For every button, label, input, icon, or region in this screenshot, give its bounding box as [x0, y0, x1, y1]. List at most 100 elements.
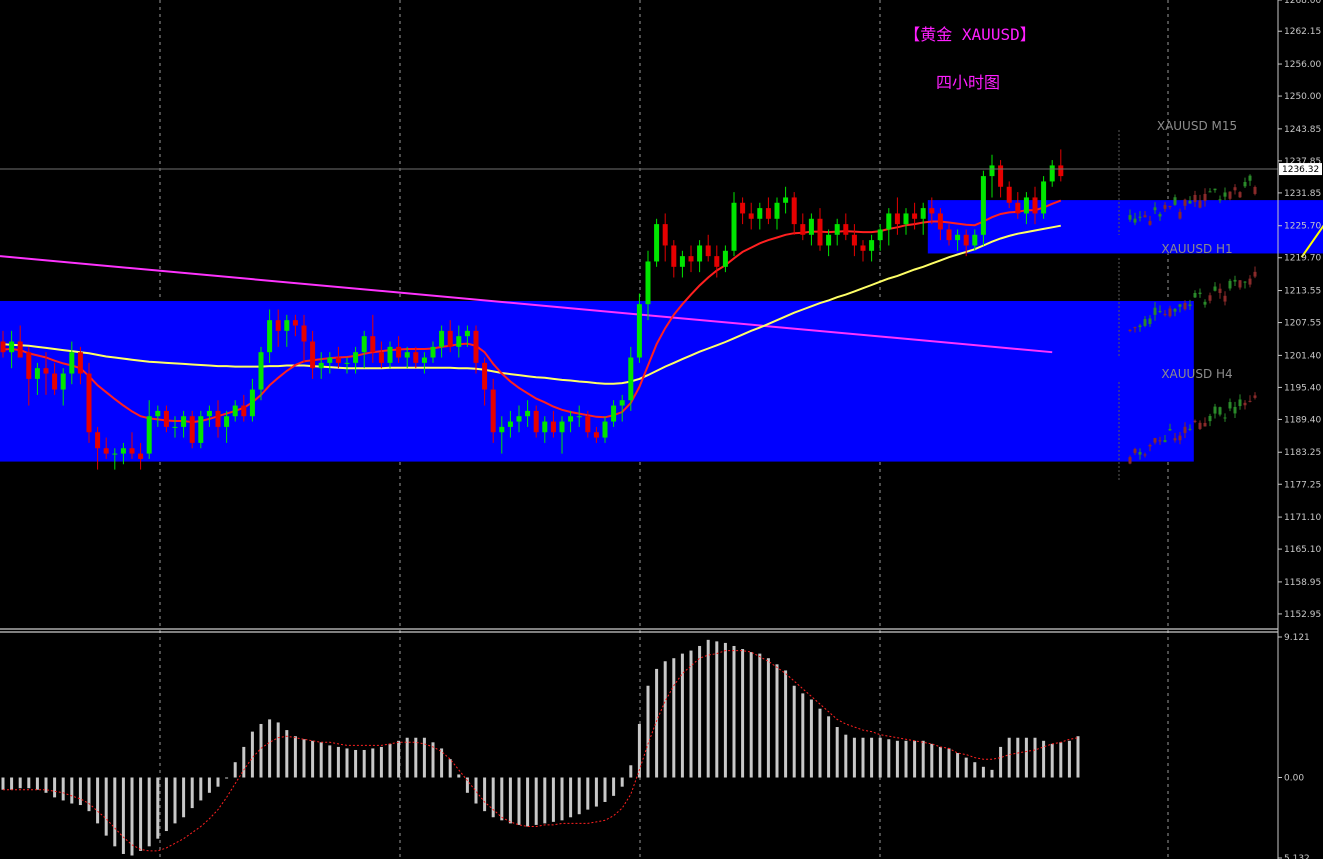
candle: [146, 400, 152, 459]
candle-body: [439, 330, 445, 347]
candle-body: [258, 352, 264, 390]
candle: [224, 410, 230, 443]
fast-moving-average: [2, 199, 1062, 424]
macd-bar: [895, 740, 899, 778]
macd-bar: [440, 748, 444, 778]
macd-bar: [758, 653, 762, 778]
price-axis-label: 1219.70: [1284, 254, 1321, 264]
mini-candle-body: [1143, 215, 1147, 218]
candle: [1058, 149, 1064, 182]
candle-body: [654, 224, 660, 262]
candle-body: [585, 416, 591, 433]
mini-candle-body: [1153, 307, 1157, 315]
macd-bar: [1024, 737, 1028, 778]
candle-body: [817, 218, 823, 246]
macd-bar: [242, 746, 246, 778]
candle-body: [774, 202, 780, 219]
macd-bar: [328, 745, 332, 778]
candle: [43, 352, 49, 395]
macd-bar: [930, 743, 934, 778]
candle-body: [714, 256, 720, 267]
macd-bar: [827, 716, 831, 778]
candle-body: [473, 330, 479, 363]
macd-axis-label: 0.00: [1284, 774, 1304, 784]
macd-bar: [18, 777, 22, 789]
macd-axis-label: 9.121: [1284, 633, 1310, 643]
mini-candle-body: [1198, 422, 1202, 429]
candle: [576, 405, 582, 427]
macd-bar: [44, 777, 48, 793]
macd-bar: [723, 642, 727, 778]
candle: [163, 405, 169, 433]
candle: [361, 330, 367, 369]
mini-candle-body: [1223, 295, 1227, 302]
candle-body: [533, 410, 539, 433]
price-axis-label: 1243.85: [1284, 125, 1321, 135]
candle: [335, 346, 341, 369]
mini-timeframe-panels: XAUUSD M15 XAUUSD H1 XAUUSD H4: [1118, 119, 1257, 480]
candle: [602, 416, 608, 443]
candle-body: [989, 165, 995, 177]
mini-candle-body: [1183, 199, 1187, 206]
candlestick-series: [0, 149, 1064, 470]
mini-candle-body: [1203, 422, 1207, 427]
candle: [963, 229, 969, 257]
macd-bar: [964, 757, 968, 778]
candle-body: [0, 341, 6, 353]
macd-bar: [139, 777, 143, 851]
mini-candle-body: [1128, 215, 1132, 220]
mini-candle-body: [1223, 192, 1227, 197]
macd-bar: [259, 723, 263, 778]
macd-bar: [818, 708, 822, 778]
candle: [955, 229, 961, 251]
candle-body: [206, 410, 212, 417]
candle: [834, 218, 840, 246]
mini-candle-body: [1228, 191, 1232, 199]
candle-body: [335, 357, 341, 363]
candle: [52, 362, 58, 395]
candle: [378, 341, 384, 369]
mini-candle-body: [1208, 295, 1212, 301]
mini-panel-label: XAUUSD H4: [1161, 367, 1232, 381]
candle-body: [413, 352, 419, 363]
macd-bar: [586, 777, 590, 810]
price-axis-label: 1165.10: [1284, 545, 1321, 555]
mini-candle-body: [1198, 292, 1202, 295]
macd-bar: [689, 650, 693, 778]
macd-bar: [999, 746, 1003, 778]
macd-bar: [1007, 737, 1011, 778]
candle: [232, 400, 238, 422]
candle-body: [851, 234, 857, 246]
mini-candle-body: [1178, 211, 1182, 219]
macd-bar: [27, 777, 31, 789]
macd-bar: [199, 777, 203, 801]
candle-body: [396, 346, 402, 358]
candle-body: [998, 165, 1004, 187]
macd-bar: [620, 777, 624, 787]
candle-body: [903, 213, 909, 225]
candle-body: [284, 320, 290, 331]
candle: [550, 410, 556, 438]
candle-body: [112, 453, 118, 455]
price-axis-label: 1189.40: [1284, 415, 1321, 425]
price-axis-label: 1231.85: [1284, 189, 1321, 199]
descending-trendline: [0, 255, 1053, 354]
current-price-tag: 1236.32: [1279, 163, 1322, 176]
price-axis-label: 1183.25: [1284, 448, 1321, 458]
macd-bar: [130, 777, 134, 856]
candle-body: [378, 352, 384, 363]
price-axis-label: 1158.95: [1284, 578, 1321, 588]
macd-bar: [61, 777, 65, 801]
candle: [421, 352, 427, 374]
macd-bar: [1016, 737, 1020, 778]
candle-body: [1023, 197, 1029, 214]
candle: [1015, 192, 1021, 219]
macd-bar: [422, 737, 426, 778]
macd-bar: [233, 762, 237, 778]
candle-body: [34, 368, 40, 379]
mini-candle-body: [1228, 280, 1232, 289]
candle-body: [249, 389, 255, 417]
macd-bar: [646, 685, 650, 778]
macd-bar: [113, 777, 117, 847]
